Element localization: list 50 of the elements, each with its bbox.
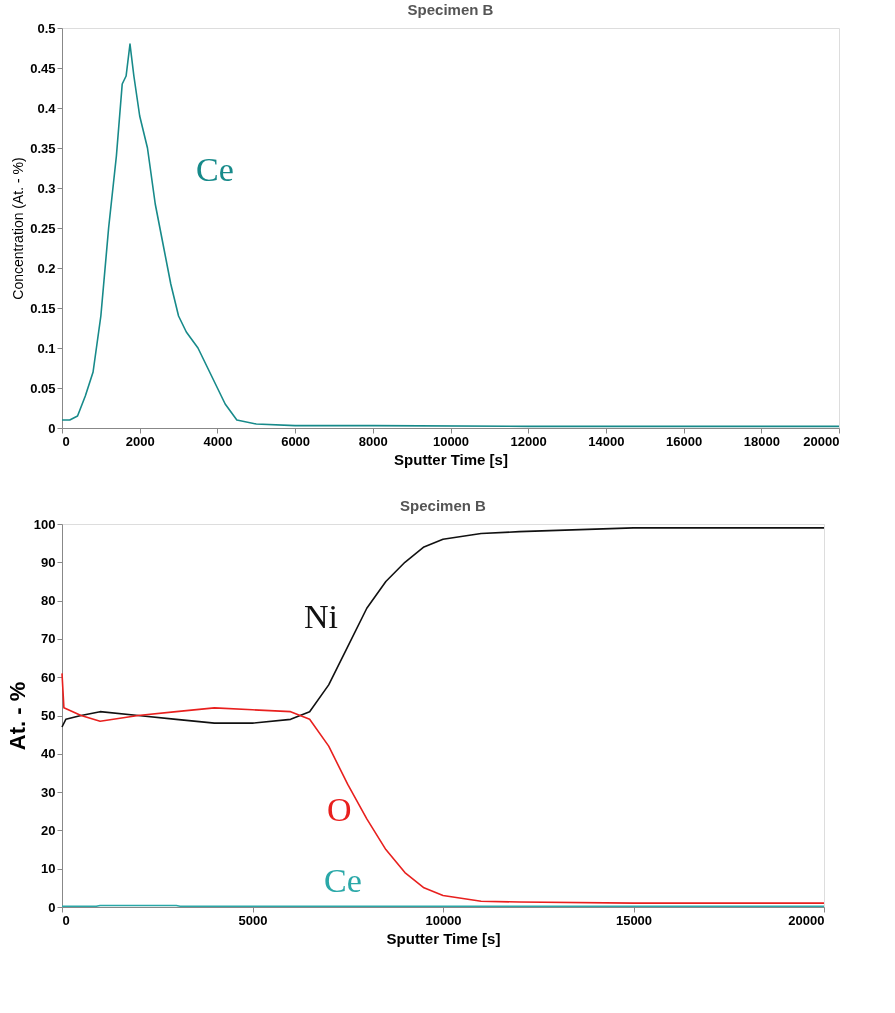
y-tick-label: 100 [33, 516, 56, 532]
x-tick-label: 10000 [432, 433, 470, 449]
y-tick-label: 0.1 [37, 340, 56, 356]
y-tick-label: 30 [41, 784, 56, 800]
y-axis-title: Concentration (At. - %) [10, 157, 27, 300]
y-tick-label: 0.35 [30, 140, 56, 156]
y-tick-label: 0.5 [37, 20, 56, 36]
y-axis-title: At. - % [4, 681, 30, 751]
y-tick-label: 0.4 [37, 100, 57, 116]
y-tick-label: 40 [41, 746, 56, 762]
y-tick-label: 80 [41, 593, 56, 609]
x-tick-label: 4000 [203, 433, 233, 449]
y-tick-label: 0.2 [37, 260, 56, 276]
series-label: Ce [324, 862, 362, 899]
x-tick-label: 20000 [803, 433, 840, 449]
x-tick-label: 14000 [588, 433, 625, 449]
chart-title: Specimen B [400, 497, 487, 514]
series-label: O [327, 791, 352, 828]
y-tick-label: 0.45 [30, 60, 56, 76]
y-tick-label: 50 [41, 708, 56, 723]
y-tick-label: 10 [41, 861, 56, 877]
y-tick-label: 0.3 [37, 180, 56, 196]
x-tick-label: 2000 [125, 433, 155, 449]
x-tick-label: 8000 [358, 433, 388, 449]
x-tick-label: 20000 [788, 912, 825, 928]
chart-title: Specimen B [407, 1, 494, 18]
y-tick-label: 70 [41, 631, 56, 647]
x-tick-label: 5000 [238, 912, 268, 928]
x-tick-label: 0 [62, 433, 70, 449]
x-tick-label: 10000 [425, 912, 462, 928]
line-series [61, 527, 825, 728]
x-tick-label: 0 [62, 912, 70, 928]
y-tick-label: 90 [41, 554, 56, 570]
x-tick-label: 15000 [615, 912, 653, 928]
y-tick-label: 0.05 [30, 380, 56, 396]
series-label: Ce [196, 151, 234, 188]
series-label: Ni [304, 598, 338, 635]
x-tick-label: 16000 [666, 433, 703, 449]
y-tick-label: 0 [48, 420, 56, 436]
x-axis-title: Sputter Time [s] [386, 929, 501, 947]
x-axis-title: Sputter Time [s] [394, 450, 508, 468]
line-series [61, 672, 825, 904]
y-tick-label: 60 [41, 669, 56, 685]
x-tick-label: 12000 [510, 433, 547, 449]
y-tick-label: 0.25 [30, 220, 56, 236]
x-tick-label: 6000 [281, 433, 311, 449]
x-tick-label: 18000 [743, 433, 780, 449]
y-tick-label: 0 [48, 899, 56, 915]
y-tick-label: 20 [41, 822, 56, 838]
y-tick-label: 0.15 [30, 300, 56, 316]
